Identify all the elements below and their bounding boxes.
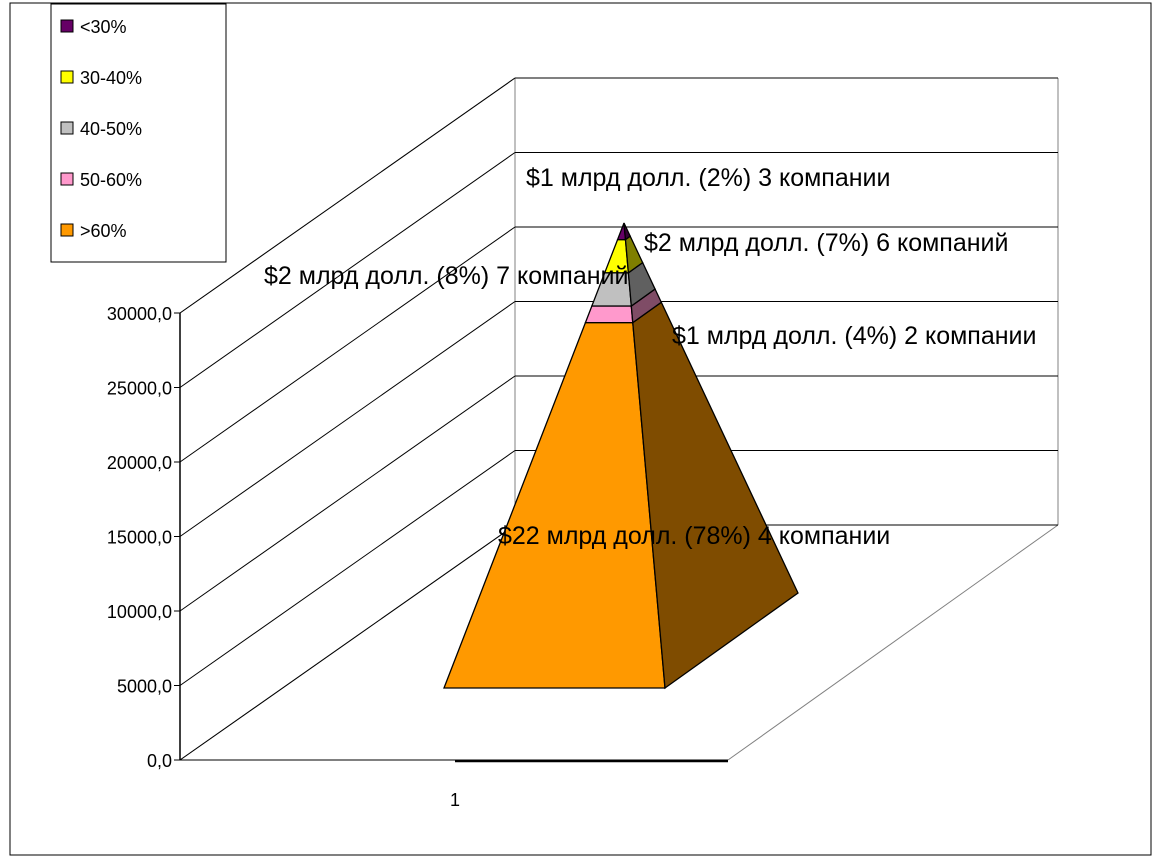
legend: <30% 30-40% 40-50% 50-60% >60%: [50, 3, 227, 263]
gridline-side: [179, 524, 516, 761]
pyramid-segment-4: [616, 222, 632, 241]
pyramid: [443, 222, 799, 690]
gridline-side: [179, 226, 516, 463]
gridline-side: [179, 375, 516, 612]
legend-label: 30-40%: [80, 68, 142, 88]
y-tick-label: 0,0: [147, 751, 172, 771]
legend-item: <30%: [60, 17, 127, 37]
legend-label: <30%: [80, 17, 127, 37]
legend-box: [50, 3, 227, 263]
y-tick-label: 5000,0: [117, 677, 172, 697]
legend-label: 50-60%: [80, 170, 142, 190]
data-label-2: $2 млрд долл. (8%) 7 компаний: [264, 262, 628, 290]
y-tick-label: 25000,0: [107, 379, 172, 399]
pyramid-segment-0: [443, 301, 799, 690]
pyramid-front-face: [584, 305, 634, 324]
legend-swatch: [60, 70, 74, 84]
pyramid-side-face: [623, 222, 632, 241]
legend-swatch: [60, 223, 74, 237]
legend-label: 40-50%: [80, 119, 142, 139]
x-axis: 1: [180, 759, 728, 810]
legend-label: >60%: [80, 221, 127, 241]
y-tick-label: 30000,0: [107, 304, 172, 324]
y-axis: 0,0 5000,0 10000,0 15000,0 20000,0 25000,0 300…: [107, 304, 181, 771]
y-tick-label: 10000,0: [107, 602, 172, 622]
data-label-0: $22 млрд долл. (78%) 4 компании: [498, 522, 890, 550]
legend-swatch: [60, 19, 74, 33]
legend-swatch: [60, 121, 74, 135]
gridline-side: [179, 450, 516, 686]
data-labels: $22 млрд долл. (78%) 4 компании $1 млрд д…: [264, 164, 1036, 550]
data-label-3: $2 млрд долл. (7%) 6 компаний: [644, 229, 1008, 257]
y-tick-label: 20000,0: [107, 453, 172, 473]
gridline-side: [179, 152, 516, 388]
legend-item: 50-60%: [60, 170, 142, 190]
legend-item: 40-50%: [60, 119, 142, 139]
legend-item: 30-40%: [60, 68, 142, 88]
legend-swatch: [60, 172, 74, 186]
gridline-side: [179, 301, 516, 537]
legend-item: >60%: [60, 221, 127, 241]
floor-right-edge: [727, 524, 1059, 761]
y-tick-label: 15000,0: [107, 528, 172, 548]
gridline-side: [179, 77, 516, 314]
data-label-4: $1 млрд долл. (2%) 3 компании: [526, 164, 890, 192]
data-label-1: $1 млрд долл. (4%) 2 компании: [672, 322, 1036, 350]
x-tick-label: 1: [450, 790, 460, 810]
pyramid-segment-2: [590, 261, 656, 308]
